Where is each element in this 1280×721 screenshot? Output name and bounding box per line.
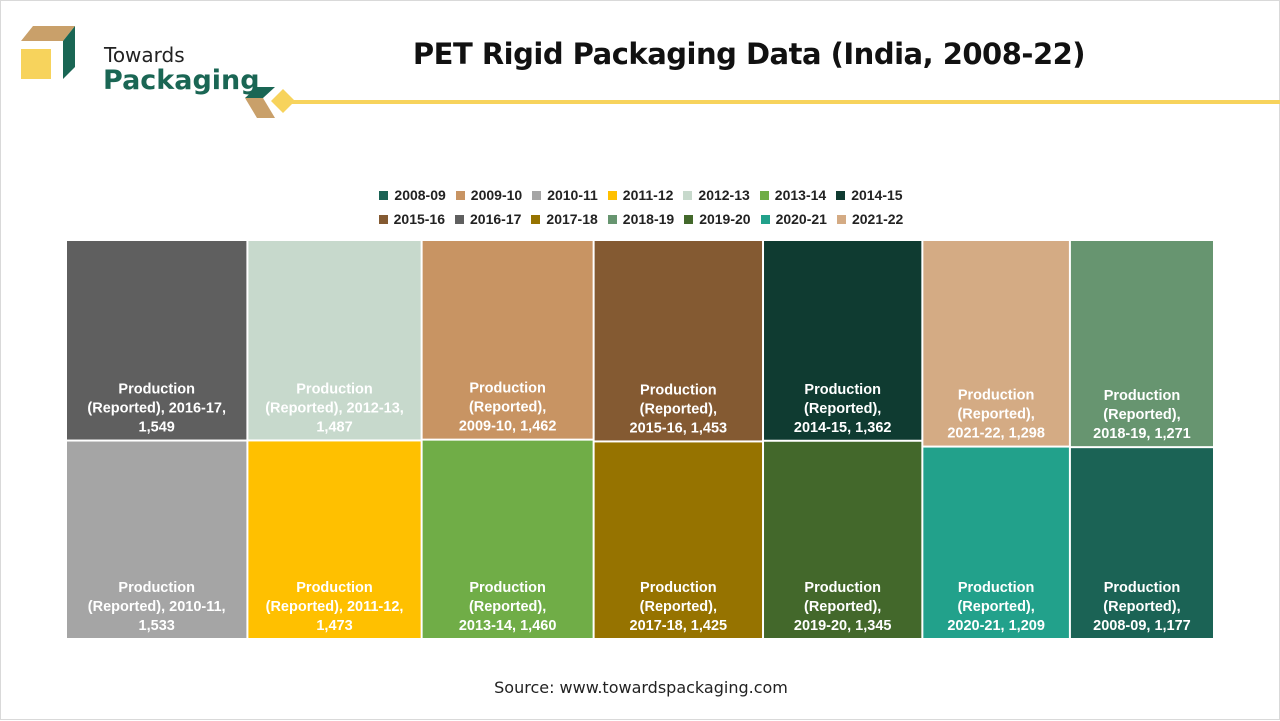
legend-label: 2018-19 [622,211,675,227]
treemap-cell-2020-21 [923,447,1069,638]
legend-item: 2021-22 [836,211,904,227]
legend-swatch-icon [836,214,846,224]
data-label: Production (Reported), 2010-11, 1,533 [88,580,226,634]
legend-label: 2015-16 [393,211,446,227]
source-note: Source: www.towardspackaging.com [494,678,788,697]
legend-label: 2012-13 [698,187,750,203]
legend-item: 2015-16 [378,211,446,227]
data-label: Production (Reported), 2015-16, 1,453 [630,382,728,436]
legend-item: 2018-19 [607,211,675,227]
legend-swatch-icon [684,214,694,224]
data-label: Production (Reported), 2020-21, 1,209 [947,580,1045,634]
legend-swatch-icon [455,214,465,224]
legend-label: 2008-09 [394,187,446,203]
legend-label: 2010-11 [547,187,598,203]
data-label: Production (Reported), 2012-13, 1,487 [265,381,404,435]
treemap-cell-2012-13 [248,241,421,440]
data-label: Production (Reported), 2021-22, 1,298 [947,388,1045,442]
legend-swatch-icon [836,190,846,200]
legend-label: 2011-12 [622,187,674,203]
brand-logo: Towards Packaging [19,23,260,96]
legend-swatch-icon [759,190,769,200]
legend-item: 2016-17 [455,211,521,227]
legend-item: 2008-09 [379,187,446,203]
legend-label: 2017-18 [546,211,598,227]
legend-item: 2019-20 [684,211,751,227]
treemap-cell-2014-15 [764,241,922,440]
data-label: Production (Reported), 2008-09, 1,177 [1093,580,1191,634]
legend-swatch-icon [378,214,388,224]
legend-swatch-icon [532,190,542,200]
legend-swatch-icon [607,190,617,200]
legend-label: 2014-15 [851,187,903,203]
treemap-cell-2010-11 [67,441,247,638]
legend-item: 2012-13 [683,187,750,203]
data-label: Production (Reported), 2013-14, 1,460 [459,580,557,634]
treemap-cell-2017-18 [594,442,763,638]
brand-line1: Towards [104,43,185,67]
legend-item: 2013-14 [759,187,827,203]
legend-item: 2009-10 [455,187,523,203]
legend-swatch-icon [531,214,541,224]
legend-swatch-icon [607,214,617,224]
data-label: Production (Reported), 2016-17, 1,549 [87,382,226,436]
legend-item: 2014-15 [836,187,903,203]
legend-item: 2017-18 [531,211,598,227]
legend-item: 2020-21 [760,211,827,227]
treemap-cell-2009-10 [422,241,593,439]
box-logo-icon [21,26,75,79]
data-label: Production (Reported), 2009-10, 1,462 [459,381,557,435]
legend-swatch-icon [455,190,465,200]
legend-item: 2011-12 [607,187,674,203]
treemap-cell-2013-14 [422,440,593,638]
treemap-cell-2018-19 [1070,241,1213,447]
legend-item: 2010-11 [532,187,598,203]
treemap-cell-2011-12 [248,441,421,638]
legend-label: 2009-10 [470,187,523,203]
legend-label: 2013-14 [774,187,827,203]
data-label: Production (Reported), 2011-12, 1,473 [266,580,404,634]
brand-line2: Packaging [103,65,260,96]
chart-title: PET Rigid Packaging Data (India, 2008-22… [412,37,1086,71]
data-label: Production (Reported), 2014-15, 1,362 [794,382,892,436]
treemap-cell-2015-16 [594,241,763,441]
treemap-cell-2021-22 [923,241,1069,446]
legend-label: 2020-21 [775,211,827,227]
data-label: Production (Reported), 2017-18, 1,425 [630,580,728,634]
legend-swatch-icon [379,190,389,200]
decorative-divider-icon [245,87,1280,118]
legend-swatch-icon [683,190,693,200]
treemap-cell-2008-09 [1070,448,1213,638]
legend-row: 2015-16 2016-17 2017-18 2018-19 2019-20 2020-… [301,207,981,231]
legend-label: 2019-20 [699,211,751,227]
legend-label: 2021-22 [851,211,904,227]
treemap-cell-2019-20 [764,441,922,638]
data-label: Production (Reported), 2019-20, 1,345 [794,580,892,634]
chart-legend: 2008-09 2009-10 2010-11 2011-12 2012-13 2013-… [301,183,981,231]
legend-swatch-icon [760,214,770,224]
legend-row: 2008-09 2009-10 2010-11 2011-12 2012-13 2013-… [301,183,981,207]
data-label: Production (Reported), 2018-19, 1,271 [1093,388,1191,442]
treemap-cell-2016-17 [67,241,247,440]
legend-label: 2016-17 [470,211,522,227]
